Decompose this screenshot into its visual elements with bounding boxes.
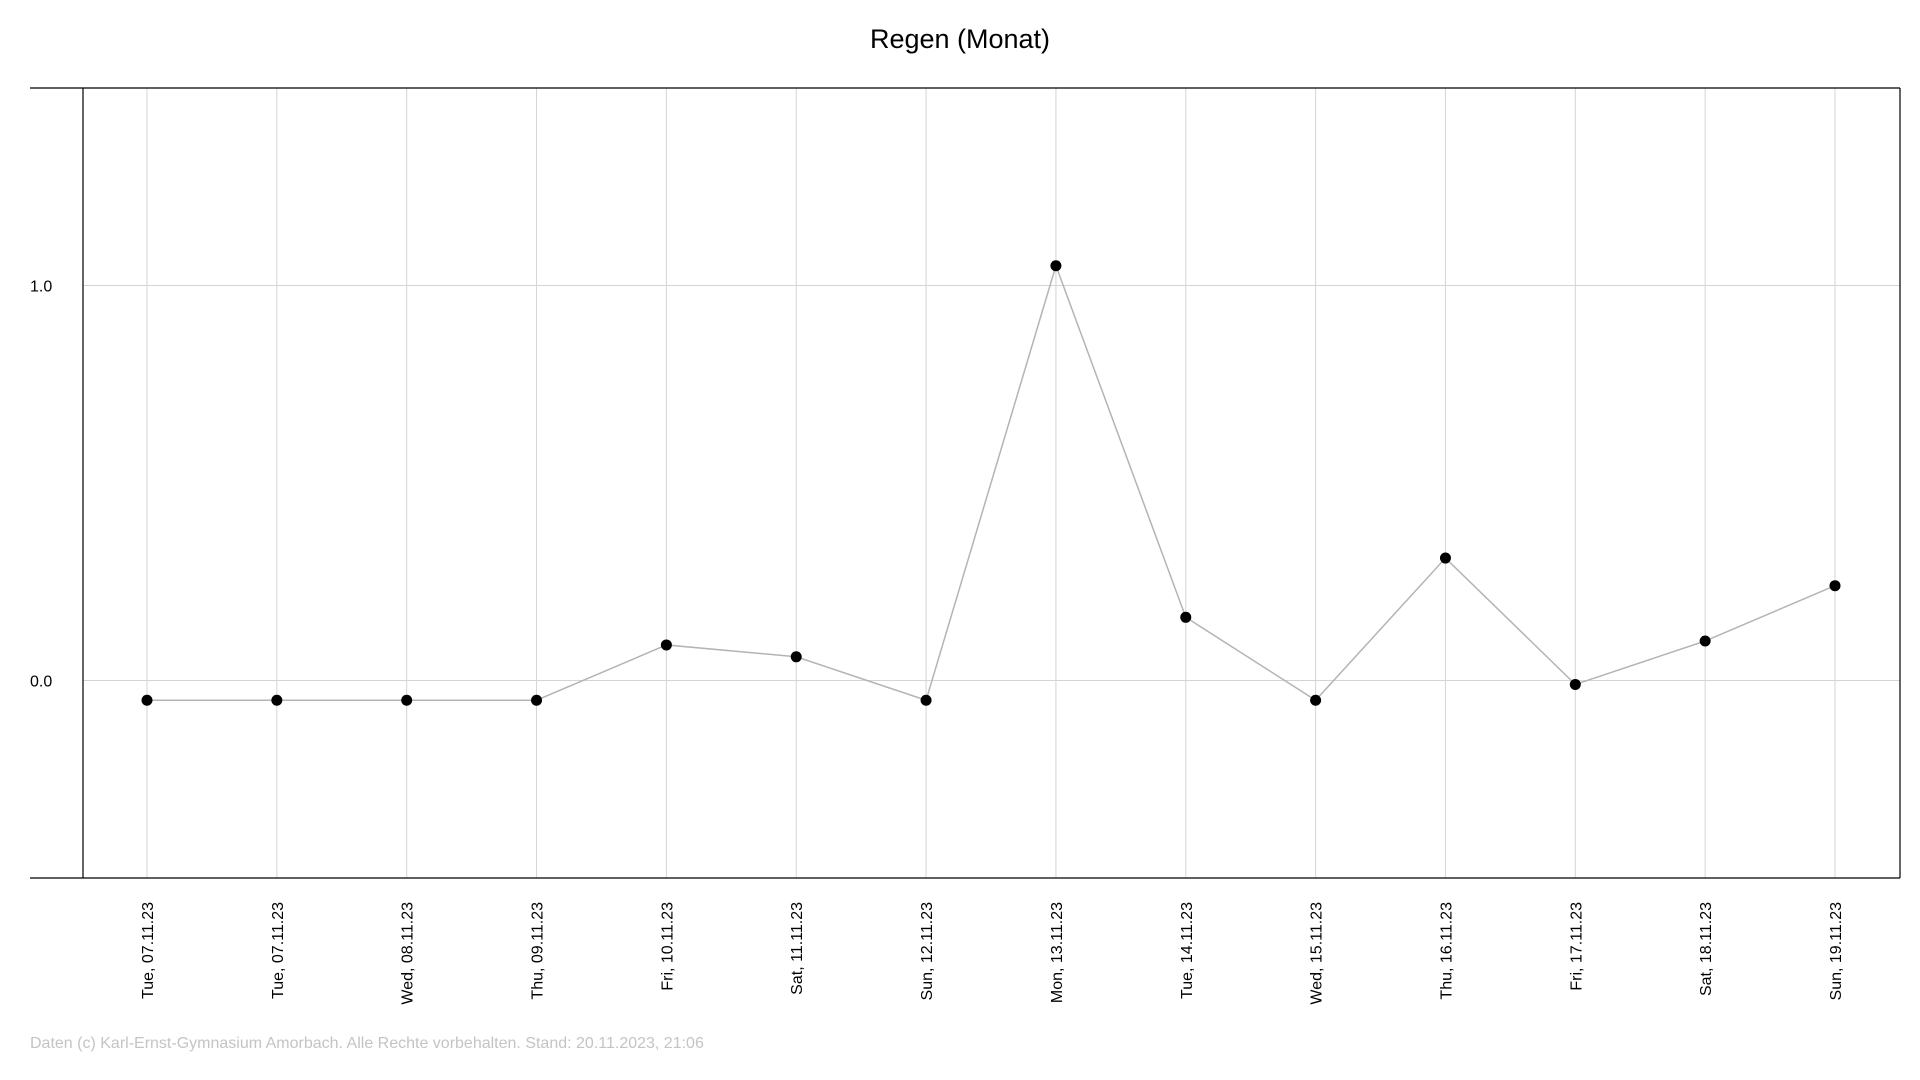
data-point: [1310, 694, 1322, 706]
x-tick-label: Mon, 13.11.23: [1049, 902, 1066, 1003]
x-tick-label: Sat, 11.11.23: [789, 902, 806, 995]
y-tick-labels: 0.0 1.0: [30, 279, 52, 691]
data-point: [1439, 552, 1451, 564]
y-tick-label: 0.0: [30, 674, 52, 691]
x-tick-label: Thu, 09.11.23: [530, 902, 547, 1000]
data-point: [1829, 580, 1841, 592]
x-tick-label: Wed, 15.11.23: [1309, 902, 1326, 1005]
x-tick-label: Fri, 10.11.23: [659, 902, 676, 991]
x-tick-label: Thu, 16.11.23: [1438, 902, 1455, 1000]
series-lines: [147, 263, 1836, 702]
x-tick-label: Tue, 14.11.23: [1179, 902, 1196, 999]
x-tick-label: Fri, 17.11.23: [1568, 902, 1585, 991]
data-point: [531, 694, 543, 706]
data-point: [1569, 678, 1581, 690]
chart-title: Regen (Monat): [869, 24, 1051, 54]
data-point: [1180, 611, 1192, 623]
x-tick-label: Tue, 07.11.23: [140, 902, 157, 999]
x-tick-label: Sat, 18.11.23: [1698, 902, 1715, 996]
x-tick-label: Tue, 07.11.23: [270, 902, 287, 999]
data-point: [660, 639, 672, 651]
data-point: [141, 694, 153, 706]
copyright-footer: Daten (c) Karl-Ernst-Gymnasium Amorbach.…: [30, 1035, 704, 1052]
y-tick-label: 1.0: [30, 279, 52, 296]
series-line: [147, 263, 1836, 702]
data-point: [271, 694, 283, 706]
data-point: [1699, 635, 1711, 647]
x-tick-label: Sun, 12.11.23: [919, 902, 936, 1001]
series-points: [141, 260, 1841, 706]
x-tick-label: Sun, 19.11.23: [1828, 902, 1845, 1001]
x-tick-label: Wed, 08.11.23: [400, 902, 417, 1005]
data-point: [1050, 260, 1062, 272]
x-tick-labels: Tue, 07.11.23 Tue, 07.11.23 Wed, 08.11.23 T…: [140, 902, 1845, 1005]
grid: [83, 88, 1900, 878]
data-point: [790, 651, 802, 663]
data-point: [920, 694, 932, 706]
axes: [30, 87, 1901, 879]
data-point: [401, 694, 413, 706]
